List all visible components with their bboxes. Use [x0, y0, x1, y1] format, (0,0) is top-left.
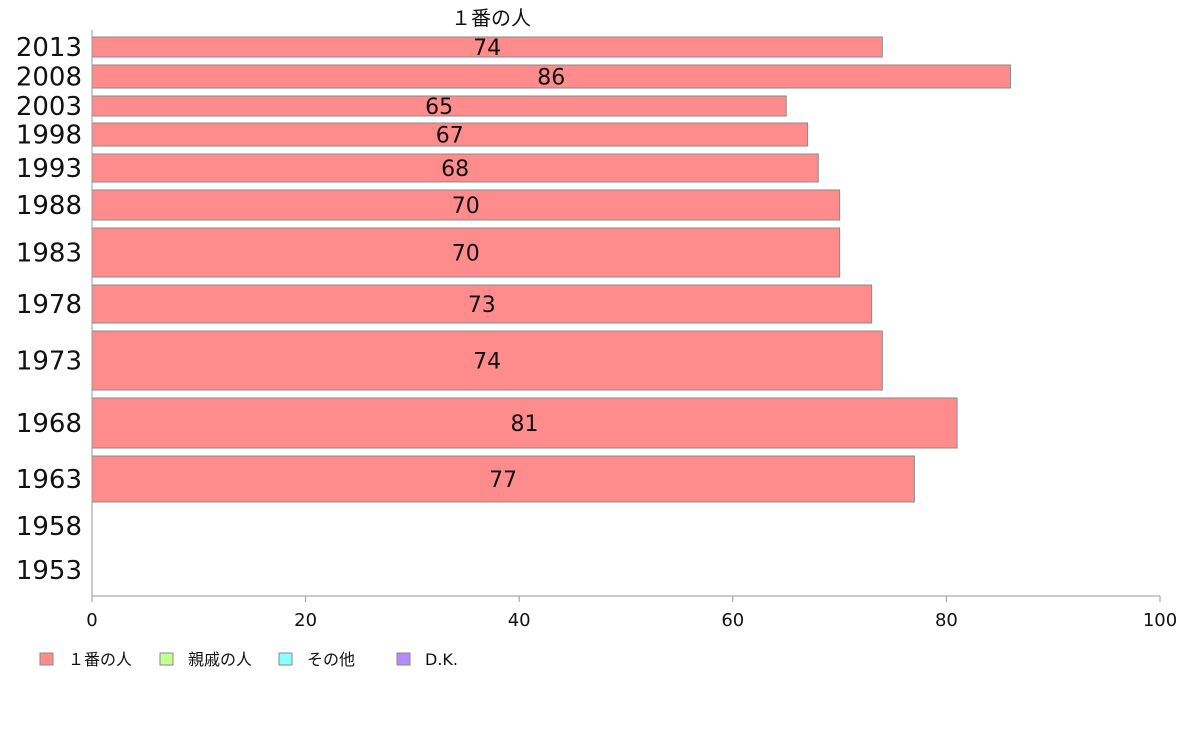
bars-group: 74 86 65 67 68 70 70 73 74 81 77 — [91, 36, 1011, 503]
legend-label: 親戚の人 — [188, 650, 252, 669]
bar — [91, 397, 958, 449]
bar — [91, 189, 841, 221]
bar-value-label: 67 — [436, 124, 464, 149]
legend-swatch — [278, 652, 293, 666]
bar-value-label: 74 — [473, 36, 501, 61]
category-label: 1978 — [16, 290, 82, 320]
legend-swatch — [39, 652, 54, 666]
category-label: 1983 — [16, 239, 82, 269]
legend: １番の人 親戚の人 その他 D.K. — [39, 650, 458, 669]
bar-value-label: 81 — [511, 412, 539, 437]
bar-value-label: 74 — [473, 350, 501, 375]
category-label: 1958 — [16, 512, 82, 542]
x-tick-label: 40 — [508, 610, 531, 631]
x-axis: 0 20 40 60 80 100 — [86, 30, 1177, 631]
category-label: 1993 — [16, 154, 82, 184]
category-label: 1988 — [16, 191, 82, 221]
bar — [91, 227, 841, 278]
bar-value-label: 70 — [452, 242, 480, 267]
category-label: 1973 — [16, 347, 82, 377]
bar-value-label: 65 — [425, 95, 453, 120]
bar — [91, 330, 883, 391]
bar — [91, 153, 819, 183]
legend-swatch — [396, 652, 411, 666]
bar-value-label: 86 — [537, 66, 565, 91]
category-label: 2008 — [16, 63, 82, 93]
x-tick-label: 80 — [935, 610, 958, 631]
bar-value-label: 77 — [489, 468, 517, 493]
category-label: 1953 — [16, 556, 82, 586]
bar — [91, 455, 915, 503]
category-label: 1963 — [16, 465, 82, 495]
category-label: 1998 — [16, 121, 82, 151]
bar-value-label: 73 — [468, 293, 496, 318]
x-tick-label: 60 — [721, 610, 744, 631]
category-label: 1968 — [16, 409, 82, 439]
x-tick-label: 0 — [86, 610, 97, 631]
bar-value-label: 68 — [441, 157, 469, 182]
x-tick-label: 20 — [294, 610, 317, 631]
bar-value-label: 70 — [452, 194, 480, 219]
x-tick-label: 100 — [1143, 610, 1177, 631]
category-label: 2003 — [16, 92, 82, 122]
legend-label: その他 — [307, 650, 355, 669]
legend-label: １番の人 — [68, 650, 132, 669]
bar — [91, 284, 873, 324]
series-title: １番の人 — [451, 6, 531, 30]
legend-label: D.K. — [425, 650, 458, 669]
legend-swatch — [159, 652, 174, 666]
category-label: 2013 — [16, 33, 82, 63]
